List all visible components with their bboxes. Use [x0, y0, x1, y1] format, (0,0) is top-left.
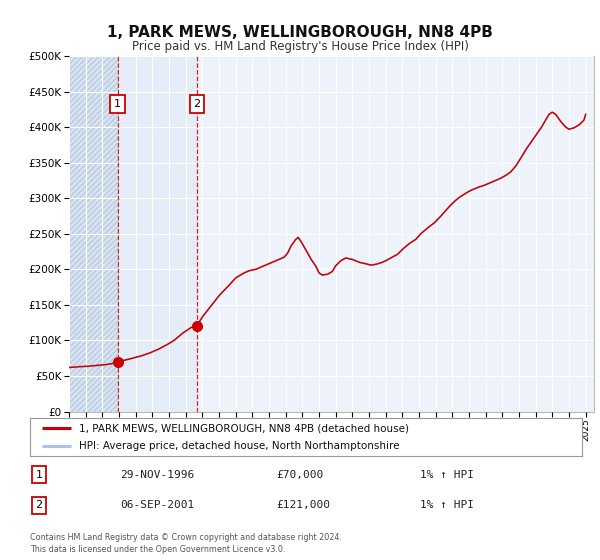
- Text: £121,000: £121,000: [276, 500, 330, 510]
- Text: Price paid vs. HM Land Registry's House Price Index (HPI): Price paid vs. HM Land Registry's House …: [131, 40, 469, 53]
- Text: 2: 2: [35, 500, 43, 510]
- Bar: [118, 56, 197, 412]
- Text: 06-SEP-2001: 06-SEP-2001: [120, 500, 194, 510]
- Text: This data is licensed under the Open Government Licence v3.0.: This data is licensed under the Open Gov…: [30, 545, 286, 554]
- Text: £70,000: £70,000: [276, 470, 323, 480]
- Text: Contains HM Land Registry data © Crown copyright and database right 2024.: Contains HM Land Registry data © Crown c…: [30, 533, 342, 542]
- Text: 1: 1: [35, 470, 43, 480]
- Text: HPI: Average price, detached house, North Northamptonshire: HPI: Average price, detached house, Nort…: [79, 441, 399, 451]
- Text: 1% ↑ HPI: 1% ↑ HPI: [420, 470, 474, 480]
- Text: 1, PARK MEWS, WELLINGBOROUGH, NN8 4PB: 1, PARK MEWS, WELLINGBOROUGH, NN8 4PB: [107, 25, 493, 40]
- Text: 2: 2: [193, 99, 200, 109]
- Text: 29-NOV-1996: 29-NOV-1996: [120, 470, 194, 480]
- Text: 1: 1: [114, 99, 121, 109]
- Bar: [69, 56, 118, 412]
- Bar: [69, 56, 118, 412]
- Text: 1, PARK MEWS, WELLINGBOROUGH, NN8 4PB (detached house): 1, PARK MEWS, WELLINGBOROUGH, NN8 4PB (d…: [79, 423, 409, 433]
- Text: 1% ↑ HPI: 1% ↑ HPI: [420, 500, 474, 510]
